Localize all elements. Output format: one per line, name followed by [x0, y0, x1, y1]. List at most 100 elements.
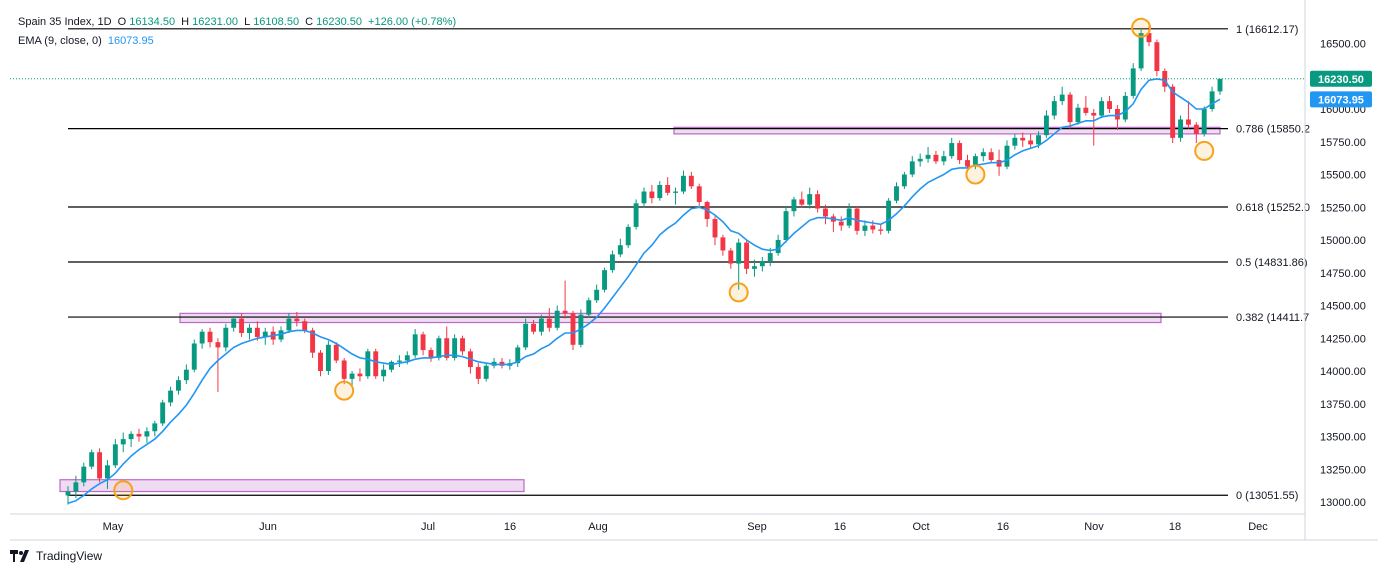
- ema-line: [67, 78, 1221, 505]
- candle-body: [310, 330, 316, 353]
- candle: [1020, 132, 1026, 147]
- tradingview-brand[interactable]: TradingView: [10, 549, 102, 563]
- candle: [688, 171, 694, 189]
- candle-body: [247, 327, 252, 334]
- candle: [467, 348, 473, 374]
- candle-body: [144, 431, 150, 437]
- candle-body: [909, 161, 915, 175]
- x-tick-label: May: [103, 521, 124, 533]
- candle-body: [1114, 109, 1120, 120]
- zone-upper: [673, 126, 1221, 135]
- candle-body: [1154, 42, 1160, 72]
- marker-sep-low: [728, 282, 749, 303]
- candle-body: [546, 318, 552, 328]
- ema-legend-value: 16073.95: [107, 35, 154, 47]
- candle-body: [389, 361, 394, 370]
- candle-body: [381, 369, 387, 377]
- candle-body: [318, 352, 323, 371]
- candle: [586, 297, 592, 318]
- candle-body: [933, 154, 939, 162]
- zone-mid: [179, 312, 1162, 324]
- candle: [286, 313, 292, 334]
- candle-body: [112, 444, 118, 466]
- candle: [223, 323, 229, 352]
- candle-body: [1185, 119, 1191, 125]
- candle: [65, 486, 71, 505]
- candle-body: [681, 175, 686, 192]
- y-tick-label: 13750.00: [1320, 399, 1366, 411]
- candle-body: [176, 380, 181, 391]
- x-tick-label: Oct: [912, 521, 929, 533]
- candle: [136, 428, 142, 442]
- candle: [894, 182, 899, 204]
- candle-body: [728, 250, 734, 264]
- candle-body: [538, 318, 544, 332]
- candle-body: [475, 367, 481, 379]
- candle: [1067, 91, 1073, 129]
- fib-label-2: 0.618 (15252.0: [1236, 202, 1310, 214]
- candle-body: [570, 313, 576, 345]
- candle-body: [105, 465, 110, 479]
- candle: [120, 432, 126, 453]
- candle: [752, 259, 757, 277]
- candle-body: [1067, 94, 1073, 123]
- candle: [1178, 115, 1183, 142]
- candle: [562, 280, 568, 319]
- candle: [972, 153, 978, 170]
- open-label: O: [117, 16, 127, 28]
- candle: [838, 216, 844, 231]
- candle-body: [483, 365, 489, 379]
- candle: [483, 363, 489, 382]
- candle-body: [81, 466, 87, 483]
- change-value: +126.00 (+0.78%): [368, 16, 457, 28]
- time-axis[interactable]: May Jun Jul 16 Aug Sep 16 Oct 16 Nov 18 Dec: [103, 521, 1269, 533]
- fib-levels-layer: 1 (16612.17) 0.786 (15850.2 0.618 (15252.0…: [68, 24, 1310, 502]
- candle: [759, 257, 765, 272]
- candle-body: [420, 334, 426, 351]
- candle: [318, 350, 323, 377]
- candle-body: [1075, 107, 1081, 123]
- candle-body: [523, 323, 529, 348]
- candle: [704, 200, 710, 227]
- x-tick-label: Jun: [259, 521, 277, 533]
- price-axis[interactable]: 16500.0016250.0016000.0015750.0015500.00…: [1320, 39, 1366, 510]
- candle: [81, 462, 87, 487]
- candle: [728, 247, 734, 269]
- candle: [799, 191, 805, 208]
- candle-body: [1059, 94, 1065, 102]
- candle: [657, 181, 663, 201]
- candle-body: [286, 318, 292, 331]
- candle: [89, 449, 95, 470]
- candle: [570, 310, 576, 351]
- candle: [783, 205, 789, 243]
- candle: [633, 199, 639, 230]
- candle: [538, 314, 544, 336]
- candle: [475, 363, 481, 385]
- y-tick-label: 13250.00: [1320, 464, 1366, 476]
- ema-value-text: 16073.95: [1318, 94, 1364, 106]
- candle: [144, 427, 150, 444]
- candle-body: [333, 344, 339, 361]
- candle-body: [886, 200, 892, 231]
- candle: [349, 371, 355, 387]
- ema-legend: EMA (9, close, 0) 16073.95: [18, 35, 157, 47]
- candle-body: [444, 338, 450, 358]
- candle: [1083, 95, 1089, 116]
- candle: [988, 148, 994, 163]
- y-tick-label: 15500.00: [1320, 170, 1366, 182]
- candle: [1091, 109, 1097, 146]
- candle-body: [215, 342, 221, 348]
- x-tick-label: Jul: [421, 521, 435, 533]
- candle-body: [160, 402, 166, 424]
- candle-body: [89, 452, 95, 467]
- candle: [1217, 78, 1223, 95]
- candle-body: [673, 191, 679, 193]
- candle-body: [775, 240, 781, 254]
- candle: [215, 338, 221, 392]
- candle-body: [325, 344, 331, 371]
- candle: [823, 204, 828, 225]
- candle: [452, 334, 458, 361]
- candle-body: [972, 156, 978, 167]
- ema-label: EMA (9, close, 0): [18, 35, 102, 47]
